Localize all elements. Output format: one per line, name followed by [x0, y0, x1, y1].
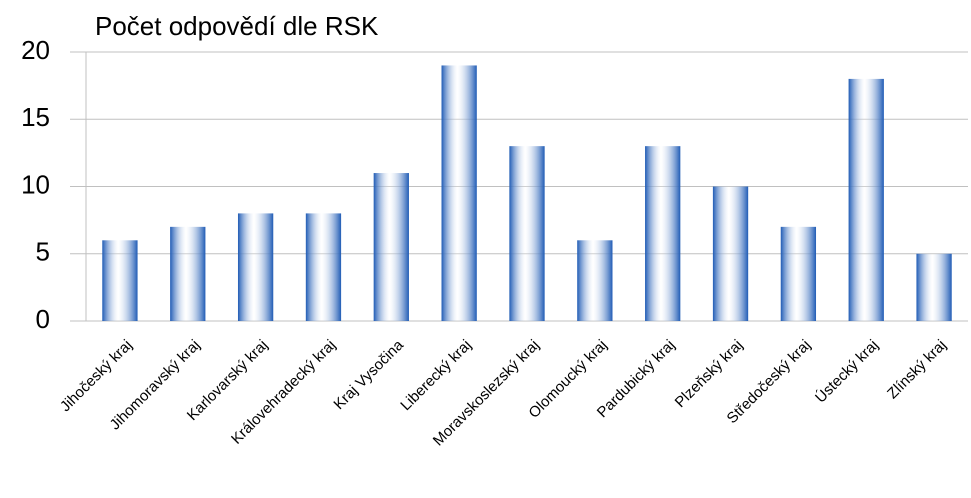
x-tick-label: Zlínský kraj — [884, 337, 950, 403]
y-tick-label: 20 — [21, 35, 50, 65]
x-tick-label: Plzeňský kraj — [672, 337, 747, 412]
x-tick-label: Kraj Vysočina — [330, 336, 407, 413]
bar — [645, 146, 681, 321]
bar — [373, 173, 409, 321]
bar — [102, 240, 138, 321]
x-tick-label: Liberecký kraj — [397, 337, 474, 414]
y-tick-label: 15 — [21, 102, 50, 132]
y-tick-label: 0 — [36, 304, 50, 334]
bar — [441, 65, 477, 321]
bar — [848, 78, 884, 322]
chart-title: Počet odpovědí dle RSK — [95, 11, 379, 41]
bar — [237, 213, 274, 321]
bar — [577, 240, 613, 321]
bar — [509, 146, 545, 321]
y-tick-label: 10 — [21, 169, 50, 199]
y-tick-label: 5 — [36, 237, 50, 267]
bar — [712, 186, 749, 321]
bar — [170, 226, 206, 321]
bar — [916, 253, 952, 321]
bar — [780, 226, 817, 321]
bar — [305, 213, 342, 321]
x-tick-label: Ústecký kraj — [812, 337, 882, 407]
